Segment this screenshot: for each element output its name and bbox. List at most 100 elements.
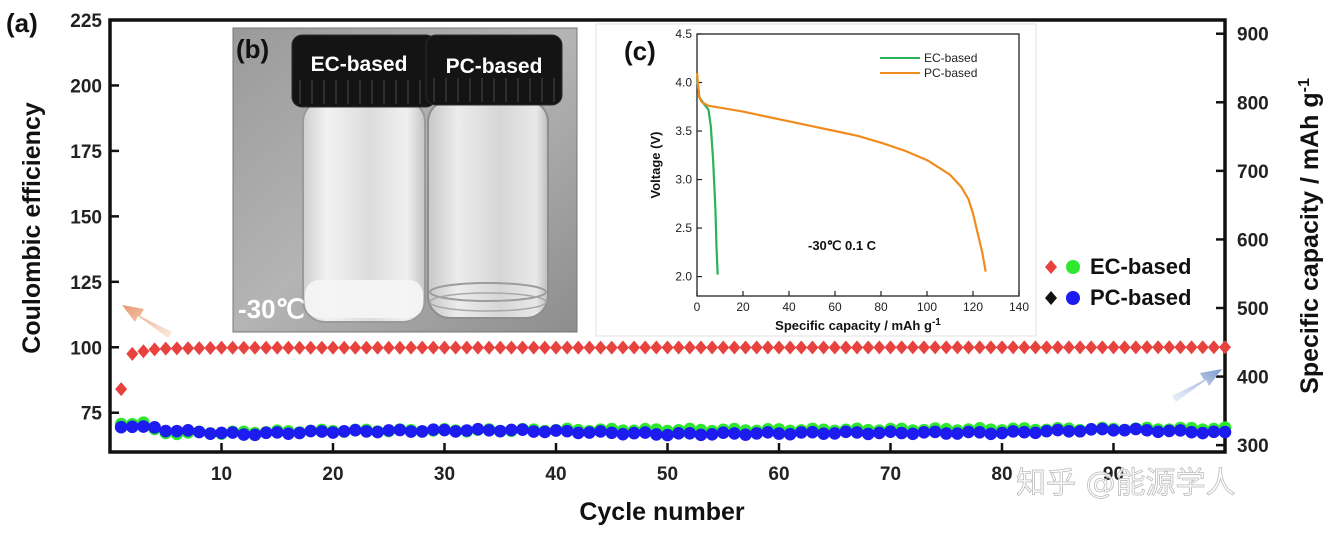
ce-marker-cycle-22 — [349, 340, 362, 355]
capacity-marker-cycle-42 — [572, 426, 585, 440]
capacity-marker-cycle-24 — [371, 425, 384, 439]
ce-marker-cycle-79 — [984, 340, 997, 355]
ce-marker-cycle-74 — [929, 340, 942, 355]
ce-marker-cycle-17 — [293, 340, 306, 355]
capacity-marker-cycle-40 — [549, 424, 563, 437]
capacity-marker-cycle-98 — [1196, 426, 1209, 440]
capacity-marker-cycle-38 — [527, 425, 540, 438]
x-tick-label: 70 — [880, 464, 901, 485]
capacity-marker-cycle-46 — [616, 427, 630, 441]
ce-marker-cycle-1 — [115, 382, 128, 397]
ce-marker-cycle-78 — [973, 340, 986, 355]
ce-marker-cycle-65 — [828, 340, 841, 355]
capacity-marker-cycle-96 — [1174, 424, 1187, 437]
ce-marker-cycle-36 — [505, 340, 518, 355]
capacity-marker-cycle-68 — [861, 427, 875, 441]
inset-x-tick-label: 120 — [963, 300, 983, 314]
capacity-marker-cycle-86 — [1062, 425, 1076, 438]
capacity-marker-cycle-72 — [906, 427, 920, 441]
capacity-marker-cycle-90 — [1107, 424, 1120, 437]
inset-y-tick-label: 2.0 — [675, 270, 692, 284]
inset-curve-pc-based — [695, 72, 987, 272]
capacity-marker-cycle-27 — [404, 425, 418, 438]
ce-marker-cycle-50 — [661, 340, 674, 355]
ce-marker-cycle-33 — [471, 340, 484, 355]
capacity-marker-cycle-18 — [304, 424, 318, 438]
capacity-marker-cycle-66 — [839, 425, 853, 439]
ce-marker-cycle-62 — [795, 340, 808, 355]
ce-marker-cycle-44 — [594, 340, 607, 355]
legend-diamond-marker — [1045, 260, 1057, 274]
capacity-marker-cycle-37 — [516, 423, 529, 436]
panel-a-label: (a) — [6, 8, 38, 38]
ce-marker-cycle-83 — [1029, 340, 1042, 355]
capacity-marker-cycle-22 — [349, 423, 362, 437]
inset-y-tick-label: 4.5 — [675, 27, 692, 41]
ce-marker-cycle-2 — [126, 346, 139, 361]
capacity-marker-cycle-3 — [137, 420, 150, 433]
capacity-marker-cycle-85 — [1051, 423, 1065, 437]
capacity-marker-cycle-58 — [750, 427, 763, 440]
ce-marker-cycle-93 — [1140, 340, 1153, 355]
capacity-marker-cycle-54 — [705, 427, 719, 441]
ce-marker-cycle-52 — [683, 340, 696, 355]
right-y-axis-label: Specific capacity / mAh g-1 — [1296, 78, 1324, 394]
main-axes-ticks: 10 20 30 40 50 60 70 80 907510012515017520022530… — [70, 11, 1268, 485]
x-tick-label: 10 — [211, 464, 232, 485]
ce-marker-cycle-67 — [851, 340, 864, 355]
ce-marker-cycle-26 — [393, 340, 406, 355]
capacity-marker-cycle-11 — [226, 426, 239, 439]
inset-y-tick-label: 2.5 — [675, 221, 692, 235]
capacity-marker-cycle-9 — [204, 427, 217, 441]
capacity-marker-cycle-7 — [181, 424, 195, 437]
ce-marker-cycle-57 — [739, 340, 752, 355]
right-vial: PC-based — [425, 34, 563, 319]
inset-legend-label-pc: PC-based — [924, 66, 977, 80]
capacity-marker-cycle-44 — [594, 425, 607, 438]
capacity-marker-cycle-60 — [772, 427, 786, 440]
capacity-marker-cycle-23 — [360, 425, 373, 438]
right-y-tick-label: 600 — [1237, 230, 1269, 251]
ce-marker-cycle-18 — [304, 340, 317, 355]
ce-marker-cycle-81 — [1007, 340, 1020, 355]
capacity-marker-cycle-15 — [270, 426, 284, 439]
ce-marker-cycle-31 — [449, 340, 462, 355]
ce-marker-cycle-90 — [1107, 340, 1120, 355]
left-vial: EC-based — [291, 34, 437, 323]
x-tick-label: 20 — [322, 464, 343, 485]
inset-legend: EC-based PC-based — [880, 51, 977, 80]
ce-marker-cycle-87 — [1074, 340, 1087, 355]
capacity-marker-cycle-41 — [560, 424, 574, 438]
capacity-marker-cycle-4 — [148, 421, 161, 434]
capacity-marker-cycle-88 — [1084, 422, 1098, 436]
ce-marker-cycle-32 — [460, 340, 473, 355]
series-pc-based-specific-capacity — [114, 420, 1232, 442]
ce-marker-cycle-40 — [550, 340, 562, 355]
ce-marker-cycle-24 — [371, 340, 384, 355]
inset-y-tick-label: 3.0 — [675, 173, 692, 187]
inset-x-tick-label: 100 — [917, 300, 937, 314]
ce-marker-cycle-59 — [761, 340, 774, 355]
inset-legend-label-ec: EC-based — [924, 51, 977, 65]
capacity-marker-cycle-70 — [884, 425, 897, 439]
capacity-marker-cycle-83 — [1029, 426, 1042, 440]
capacity-marker-cycle-34 — [482, 423, 496, 437]
ce-marker-cycle-100 — [1219, 340, 1231, 355]
ce-marker-cycle-80 — [996, 340, 1008, 355]
ce-marker-cycle-19 — [315, 340, 328, 355]
inset-photo: EC-based PC-based -30℃ (b) — [232, 27, 578, 333]
left-y-tick-label: 175 — [70, 142, 102, 163]
right-y-tick-label: 700 — [1237, 162, 1269, 183]
inset-voltage-chart: (c) 0 20 40 60 80 100 120 140 2.0 2.5 3.0 3.5 4.0 4.5… — [595, 23, 1037, 337]
legend-item-ec-based — [1045, 260, 1080, 274]
ce-marker-cycle-8 — [193, 341, 206, 356]
ce-marker-cycle-15 — [271, 340, 284, 355]
inset-x-axis-label-sup: -1 — [932, 317, 941, 328]
ce-marker-cycle-28 — [416, 340, 429, 355]
capacity-marker-cycle-47 — [627, 426, 641, 440]
ce-marker-cycle-98 — [1196, 340, 1209, 355]
ce-marker-cycle-9 — [204, 340, 217, 355]
ce-marker-cycle-21 — [338, 340, 351, 355]
capacity-marker-cycle-39 — [538, 425, 552, 439]
capacity-marker-cycle-78 — [973, 425, 986, 439]
